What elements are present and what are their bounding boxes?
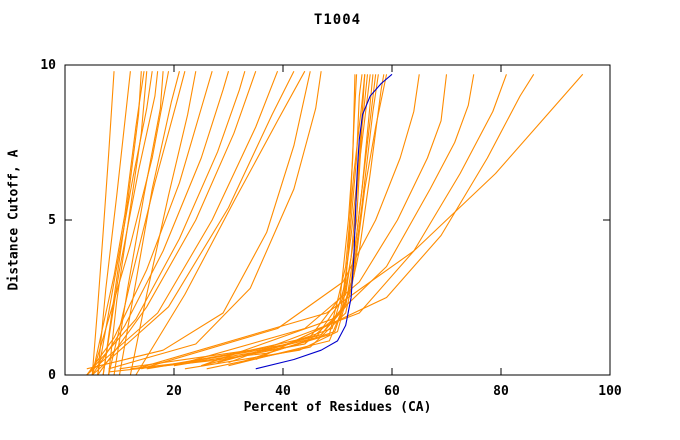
model-curve <box>239 74 388 364</box>
model-curve <box>119 74 358 370</box>
y-tick-label: 0 <box>48 368 56 383</box>
model-curve <box>97 71 131 376</box>
model-curve <box>102 71 159 376</box>
model-curve <box>113 71 164 376</box>
model-curve <box>228 74 379 367</box>
model-curve <box>201 74 475 367</box>
x-tick-label: 20 <box>166 384 182 399</box>
model-curve <box>91 70 295 376</box>
best-model-curve <box>255 73 393 370</box>
chart-title: T1004 <box>313 12 362 28</box>
model-curve <box>97 71 257 376</box>
model-curve <box>86 70 279 376</box>
model-curve <box>91 71 170 376</box>
model-curve <box>86 71 311 370</box>
model-curve <box>173 74 448 367</box>
x-axis-label: Percent of Residues (CA) <box>243 400 432 415</box>
model-curve <box>163 74 371 367</box>
model-curve <box>108 74 356 373</box>
model-curve <box>118 71 180 376</box>
y-tick-label: 10 <box>40 58 56 73</box>
model-curve <box>129 71 197 376</box>
model-curve <box>206 74 385 370</box>
model-curve <box>217 74 377 364</box>
model-curve <box>135 73 584 370</box>
x-tick-label: 0 <box>61 384 69 399</box>
model-curve <box>255 74 535 360</box>
axes: 0 20 40 60 80 100 0 5 10 <box>40 58 622 399</box>
model-curve <box>135 70 306 376</box>
x-tick-label: 100 <box>598 384 622 399</box>
model-curve <box>108 71 322 370</box>
model-curve <box>141 74 420 370</box>
model-curve <box>91 71 145 376</box>
model-curves <box>86 70 584 376</box>
model-curve <box>201 74 369 367</box>
model-curve <box>108 71 186 376</box>
model-curve <box>86 71 213 376</box>
model-curve <box>97 71 153 376</box>
y-tick-label: 5 <box>48 213 56 228</box>
model-curve <box>108 71 148 376</box>
x-tick-label: 40 <box>275 384 291 399</box>
x-tick-label: 80 <box>493 384 509 399</box>
model-curve <box>91 71 230 376</box>
model-curve <box>91 71 115 376</box>
x-tick-label: 60 <box>384 384 400 399</box>
model-curve <box>86 71 246 376</box>
